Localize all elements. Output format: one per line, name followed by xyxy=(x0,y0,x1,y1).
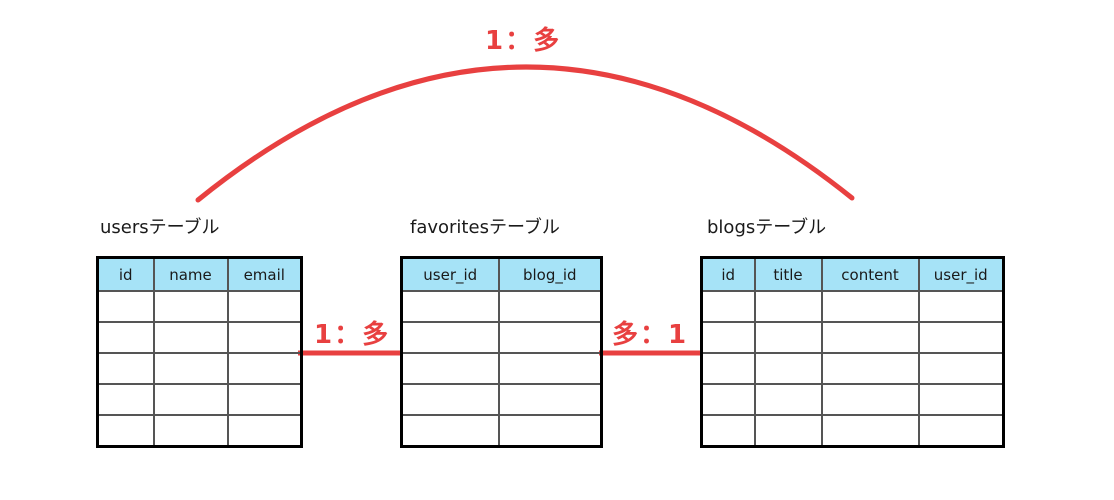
table-cell xyxy=(226,352,303,385)
table-cell xyxy=(497,414,603,448)
table-row xyxy=(400,414,603,448)
table-row xyxy=(400,290,603,323)
table-cell xyxy=(917,321,1005,354)
table-cell xyxy=(96,290,155,323)
column-header: id xyxy=(700,256,756,292)
table-cell xyxy=(753,290,823,323)
table-cell xyxy=(820,352,920,385)
table-cell xyxy=(820,383,920,416)
table-cell xyxy=(820,321,920,354)
relation-label-top: 1：多 xyxy=(485,26,562,56)
blogs-table-title: blogsテーブル xyxy=(707,217,827,238)
column-header: content xyxy=(820,256,920,292)
table-row xyxy=(400,352,603,385)
table-cell xyxy=(917,352,1005,385)
table-cell xyxy=(917,290,1005,323)
table-cell xyxy=(152,290,229,323)
users-table: id name email xyxy=(96,256,303,448)
table-row xyxy=(96,414,303,448)
column-header: title xyxy=(753,256,823,292)
users-table-title: usersテーブル xyxy=(100,217,220,238)
column-header: email xyxy=(226,256,303,292)
table-cell xyxy=(753,383,823,416)
column-header: name xyxy=(152,256,229,292)
favorites-table-title: favoritesテーブル xyxy=(410,217,560,238)
table-cell xyxy=(226,321,303,354)
table-row xyxy=(400,383,603,416)
table-cell xyxy=(96,414,155,448)
table-row xyxy=(96,321,303,354)
table-row xyxy=(96,290,303,323)
table-cell xyxy=(497,352,603,385)
table-cell xyxy=(497,290,603,323)
table-cell xyxy=(753,352,823,385)
table-row xyxy=(96,383,303,416)
table-header-row: id name email xyxy=(96,256,303,292)
table-cell xyxy=(400,290,500,323)
table-cell xyxy=(917,414,1005,448)
table-cell xyxy=(400,352,500,385)
table-row xyxy=(700,383,1005,416)
table-cell xyxy=(96,383,155,416)
table-cell xyxy=(753,321,823,354)
table-header-row: id title content user_id xyxy=(700,256,1005,292)
table-cell xyxy=(152,383,229,416)
table-row xyxy=(400,321,603,354)
table-cell xyxy=(820,290,920,323)
table-row xyxy=(96,352,303,385)
table-cell xyxy=(753,414,823,448)
table-cell xyxy=(226,290,303,323)
column-header: user_id xyxy=(917,256,1005,292)
table-row xyxy=(700,352,1005,385)
favorites-table: user_id blog_id xyxy=(400,256,603,448)
table-cell xyxy=(917,383,1005,416)
users-blogs-relation-arc xyxy=(195,64,855,203)
relation-label-favorites-blogs: 多：1 xyxy=(612,320,689,350)
column-header: blog_id xyxy=(497,256,603,292)
table-cell xyxy=(152,414,229,448)
table-cell xyxy=(497,321,603,354)
column-header: user_id xyxy=(400,256,500,292)
table-cell xyxy=(152,352,229,385)
table-cell xyxy=(820,414,920,448)
relation-label-users-favorites: 1：多 xyxy=(314,320,391,350)
table-cell xyxy=(96,321,155,354)
table-cell xyxy=(700,352,756,385)
table-cell xyxy=(400,383,500,416)
table-cell xyxy=(700,414,756,448)
table-cell xyxy=(700,290,756,323)
table-cell xyxy=(497,383,603,416)
table-cell xyxy=(700,321,756,354)
table-row xyxy=(700,321,1005,354)
table-row xyxy=(700,414,1005,448)
table-cell xyxy=(226,414,303,448)
table-cell xyxy=(152,321,229,354)
table-cell xyxy=(400,414,500,448)
blogs-table: id title content user_id xyxy=(700,256,1005,448)
table-cell xyxy=(226,383,303,416)
table-row xyxy=(700,290,1005,323)
column-header: id xyxy=(96,256,155,292)
table-header-row: user_id blog_id xyxy=(400,256,603,292)
table-cell xyxy=(96,352,155,385)
table-cell xyxy=(700,383,756,416)
table-cell xyxy=(400,321,500,354)
